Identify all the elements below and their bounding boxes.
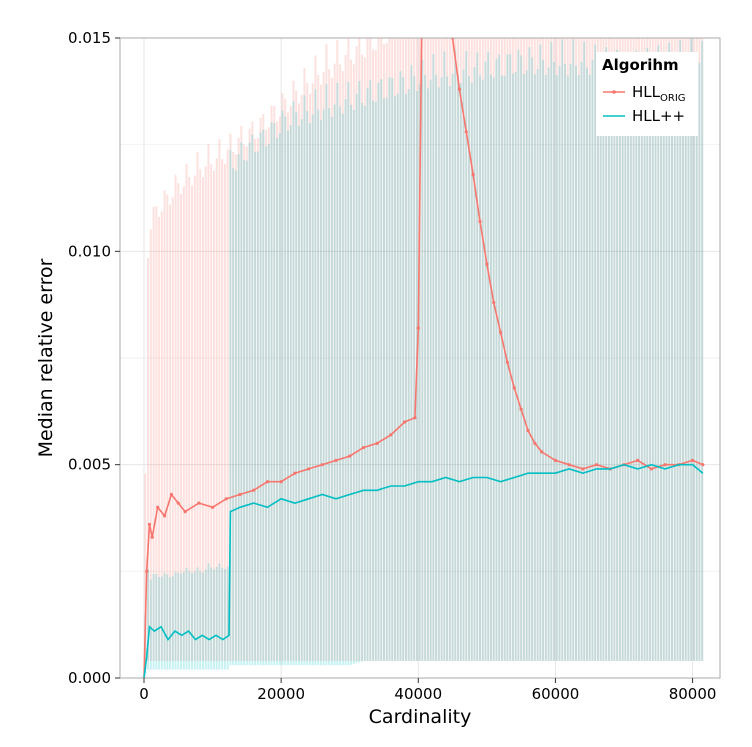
point-orig [265, 480, 270, 484]
point-orig [320, 463, 324, 467]
point-orig [402, 420, 407, 424]
x-axis-title: Cardinality [369, 706, 472, 728]
series-line-orig [143, 38, 704, 678]
legend-swatch-point [612, 90, 616, 94]
point-orig [224, 497, 228, 501]
error-bands [144, 38, 704, 674]
point-orig [701, 463, 705, 467]
point-orig [375, 441, 379, 445]
point-orig [526, 428, 530, 433]
point-orig [594, 463, 599, 467]
point-orig [485, 262, 489, 266]
x-tick-label: 80000 [669, 685, 717, 703]
point-orig [690, 458, 695, 462]
point-orig [162, 514, 167, 518]
y-tick-label: 0.010 [68, 242, 111, 260]
x-tick-label: 20000 [257, 685, 305, 703]
point-orig [471, 172, 475, 177]
point-orig [512, 386, 516, 390]
band-pp [144, 38, 704, 674]
point-orig [416, 326, 420, 330]
point-orig [649, 467, 654, 471]
point-orig [156, 505, 160, 509]
point-orig [663, 463, 667, 467]
point-orig [293, 471, 297, 475]
x-tick-label: 60000 [532, 685, 580, 703]
point-orig [567, 463, 571, 467]
legend-title: Algorihm [602, 56, 679, 74]
point-orig [169, 492, 174, 497]
y-tick-label: 0.015 [68, 29, 111, 47]
point-orig [348, 454, 352, 458]
x-tick-label: 0 [139, 685, 149, 703]
legend-item-pp: HLL++ [603, 107, 685, 125]
legend-label: HLL++ [632, 107, 685, 125]
point-orig [183, 510, 187, 514]
point-orig [464, 130, 468, 134]
point-orig [306, 467, 311, 471]
point-orig [420, 28, 423, 31]
plot-border [119, 37, 721, 679]
x-tick-label: 40000 [394, 685, 442, 703]
series-line-pp [143, 463, 704, 678]
y-axis-ticks: 0.000 0.005 0.010 0.015 [68, 29, 120, 687]
point-orig [498, 330, 503, 334]
point-orig [457, 87, 462, 91]
point-orig [334, 458, 338, 462]
point-orig [252, 488, 256, 492]
point-orig [238, 492, 242, 497]
series-lines [142, 2, 705, 678]
point-orig [389, 433, 393, 437]
point-orig [197, 501, 201, 505]
point-orig [147, 522, 152, 527]
y-tick-label: 0.005 [68, 456, 111, 474]
y-axis-title: Median relative error [35, 258, 57, 457]
point-orig [150, 535, 154, 539]
point-orig [553, 458, 558, 462]
point-orig [444, 2, 447, 5]
point-orig [413, 416, 417, 420]
point-orig [492, 300, 496, 305]
point-orig [533, 441, 537, 445]
y-tick-label: 0.000 [68, 669, 111, 687]
point-orig [478, 219, 482, 224]
point-orig [540, 450, 544, 454]
x-axis-ticks: 0 20000 40000 60000 80000 [139, 678, 716, 703]
point-orig [361, 446, 366, 450]
point-orig [581, 467, 585, 471]
point-orig [519, 407, 523, 411]
band-orig [144, 38, 704, 670]
point-orig [176, 501, 180, 505]
legend-box [596, 52, 698, 136]
point-orig [279, 480, 283, 484]
point-orig [505, 360, 510, 364]
gridlines [120, 37, 720, 679]
legend-label-subscript: ORIG [660, 93, 686, 104]
point-orig [636, 458, 640, 462]
point-orig [145, 569, 149, 573]
point-orig [210, 505, 215, 509]
